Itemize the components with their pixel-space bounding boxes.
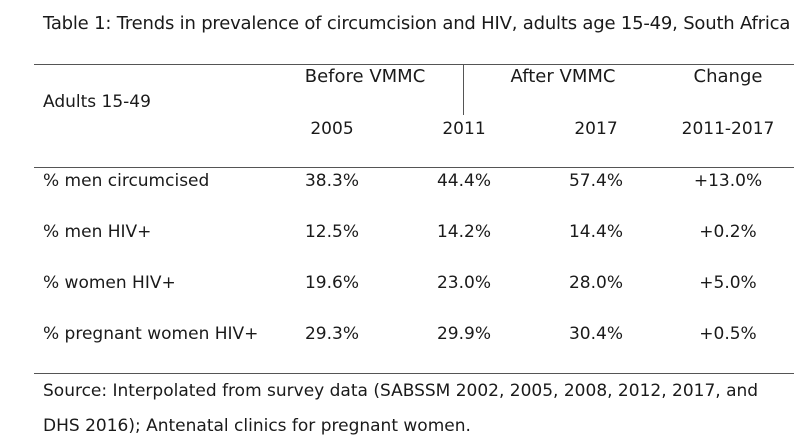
header-year-2017: 2017 bbox=[574, 119, 618, 139]
table-cell: 29.3% bbox=[304, 324, 360, 344]
row-label: % pregnant women HIV+ bbox=[43, 324, 259, 344]
table-cell: 44.4% bbox=[436, 171, 492, 191]
table-cell: 38.3% bbox=[304, 171, 360, 191]
table-title: Table 1: Trends in prevalence of circumc… bbox=[43, 13, 791, 34]
header-after-vmmc: After VMMC bbox=[510, 66, 616, 87]
header-divider bbox=[463, 65, 464, 115]
table-cell: 29.9% bbox=[436, 324, 492, 344]
header-bottom-rule bbox=[34, 167, 794, 168]
source-note: Source: Interpolated from survey data (S… bbox=[43, 381, 759, 436]
header-year-change: 2011-2017 bbox=[681, 119, 775, 139]
table-cell: 23.0% bbox=[436, 273, 492, 293]
table-cell: 30.4% bbox=[568, 324, 624, 344]
table-cell: +0.2% bbox=[699, 222, 757, 242]
header-year-2011: 2011 bbox=[442, 119, 486, 139]
table-cell: 57.4% bbox=[568, 171, 624, 191]
table-cell: +5.0% bbox=[699, 273, 757, 293]
header-year-2005: 2005 bbox=[310, 119, 354, 139]
table-cell: 12.5% bbox=[304, 222, 360, 242]
table-top-rule bbox=[34, 64, 794, 65]
row-label: % men circumcised bbox=[43, 171, 210, 191]
table-cell: 14.2% bbox=[436, 222, 492, 242]
header-row-label: Adults 15-49 bbox=[43, 92, 151, 112]
row-label: % women HIV+ bbox=[43, 273, 176, 293]
header-change: Change bbox=[693, 66, 763, 87]
table-cell: +13.0% bbox=[693, 171, 763, 191]
row-label: % men HIV+ bbox=[43, 222, 152, 242]
table-cell: +0.5% bbox=[699, 324, 757, 344]
table-cell: 28.0% bbox=[568, 273, 624, 293]
table-cell: 14.4% bbox=[568, 222, 624, 242]
table-cell: 19.6% bbox=[304, 273, 360, 293]
header-before-vmmc: Before VMMC bbox=[304, 66, 426, 87]
table-bottom-rule bbox=[34, 373, 794, 374]
